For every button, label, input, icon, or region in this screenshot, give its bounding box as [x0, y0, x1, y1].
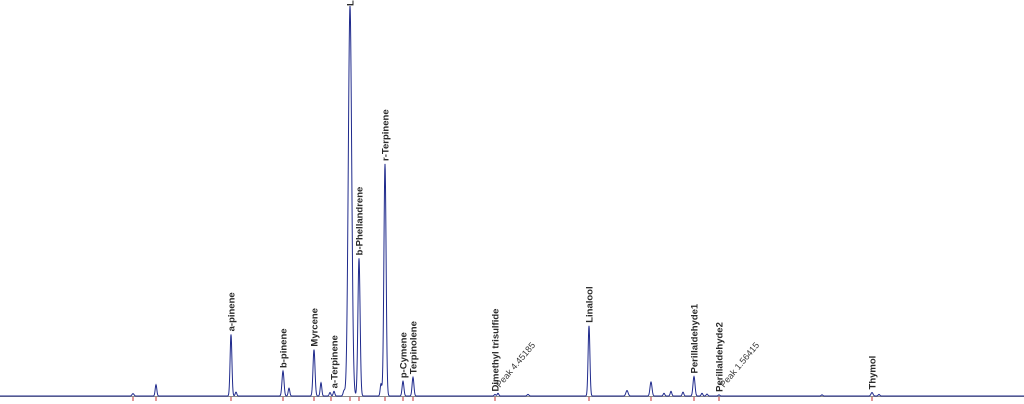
peak-label: Perillaldehyde1: [690, 303, 701, 373]
peak-label: Thymol: [868, 356, 879, 390]
peak-label: Perillaldehyde2: [715, 322, 726, 392]
peak-label: Limonene: [346, 0, 357, 6]
peak-label: a-pinene: [227, 292, 238, 331]
peak-label: b-Phellandrene: [355, 187, 366, 256]
peak-label: b-pinene: [279, 328, 290, 368]
peak-label: p-Cymene: [399, 332, 410, 378]
peak-label: Terpinolene: [409, 321, 420, 374]
peak-labels: a-pinene b-pinene Myrcene a-Terpinene Limone…: [227, 0, 879, 392]
chromatogram-trace: [0, 5, 1024, 397]
peak-label: Dimethyl trisulfide: [491, 309, 502, 392]
peak-label: a-Terpinene: [330, 335, 341, 388]
peak-label: Myrcene: [310, 308, 321, 347]
peak-label: Linalool: [585, 286, 596, 322]
peak-label: r-Terpinene: [381, 109, 392, 161]
